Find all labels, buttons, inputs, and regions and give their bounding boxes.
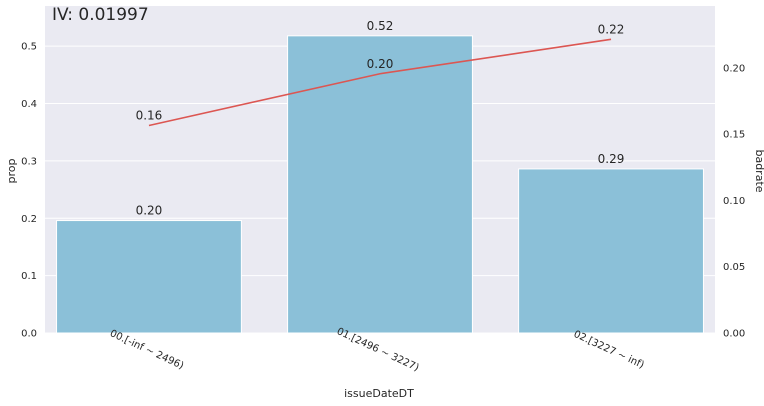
bar-value-label: 0.29	[598, 152, 625, 166]
y2-tick-label: 0.15	[723, 130, 745, 141]
y-tick-label: 0.0	[21, 329, 37, 340]
badrate-line	[148, 38, 612, 127]
y2-tick-label: 0.00	[723, 329, 745, 340]
y-axis-ticks: 0.0 0.1 0.2 0.3 0.4 0.5	[21, 42, 37, 340]
chart-title: IV: 0.01997	[52, 5, 149, 25]
data-labels: 0.20 0.52 0.29 0.16 0.20 0.22	[136, 19, 625, 218]
line-value-label: 0.22	[598, 22, 625, 36]
y2-tick-label: 0.20	[723, 63, 745, 74]
y2-axis-label: badrate	[753, 149, 764, 192]
y2-tick-label: 0.05	[723, 262, 745, 273]
y2-tick-label: 0.10	[723, 196, 745, 207]
y-tick-label: 0.3	[21, 156, 37, 167]
y2-axis-ticks: 0.00 0.05 0.10 0.15 0.20	[723, 63, 745, 339]
bars	[56, 35, 704, 334]
y-tick-label: 0.4	[21, 99, 37, 110]
x-tick-label: 02.[3227 ~ inf)	[572, 329, 646, 371]
y-tick-label: 0.5	[21, 42, 37, 53]
bar	[287, 35, 473, 334]
y-tick-label: 0.1	[21, 271, 37, 282]
badrate-polyline	[148, 38, 612, 127]
bar-value-label: 0.20	[136, 204, 163, 218]
x-tick-label: 00.[-inf ~ 2496)	[108, 328, 185, 372]
y-axis-label: prop	[5, 158, 18, 183]
bar-value-label: 0.52	[367, 19, 394, 33]
x-axis-label: issueDateDT	[344, 387, 414, 400]
line-value-label: 0.16	[136, 108, 163, 122]
bar	[56, 220, 242, 334]
bar	[518, 168, 704, 334]
line-value-label: 0.20	[367, 57, 394, 71]
y-tick-label: 0.2	[21, 214, 37, 225]
